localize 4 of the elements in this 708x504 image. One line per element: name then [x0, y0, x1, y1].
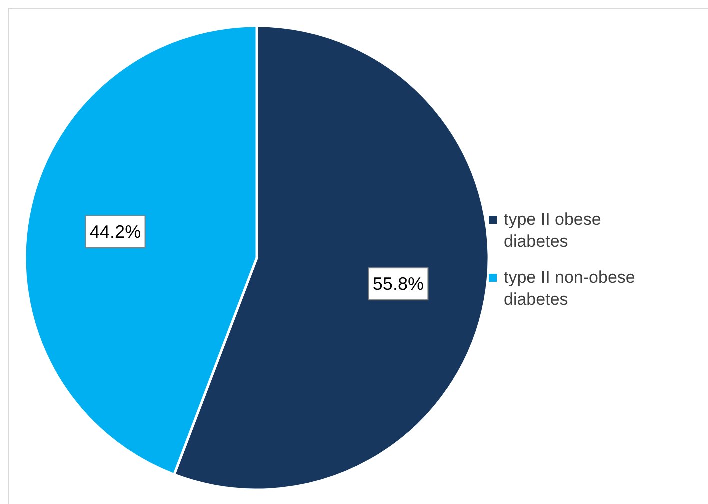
data-label: 55.8%: [372, 274, 424, 294]
legend-label: type II obese diabetes: [504, 210, 602, 251]
data-label: 44.2%: [90, 222, 142, 242]
legend-label: type II non-obese diabetes: [504, 268, 636, 309]
